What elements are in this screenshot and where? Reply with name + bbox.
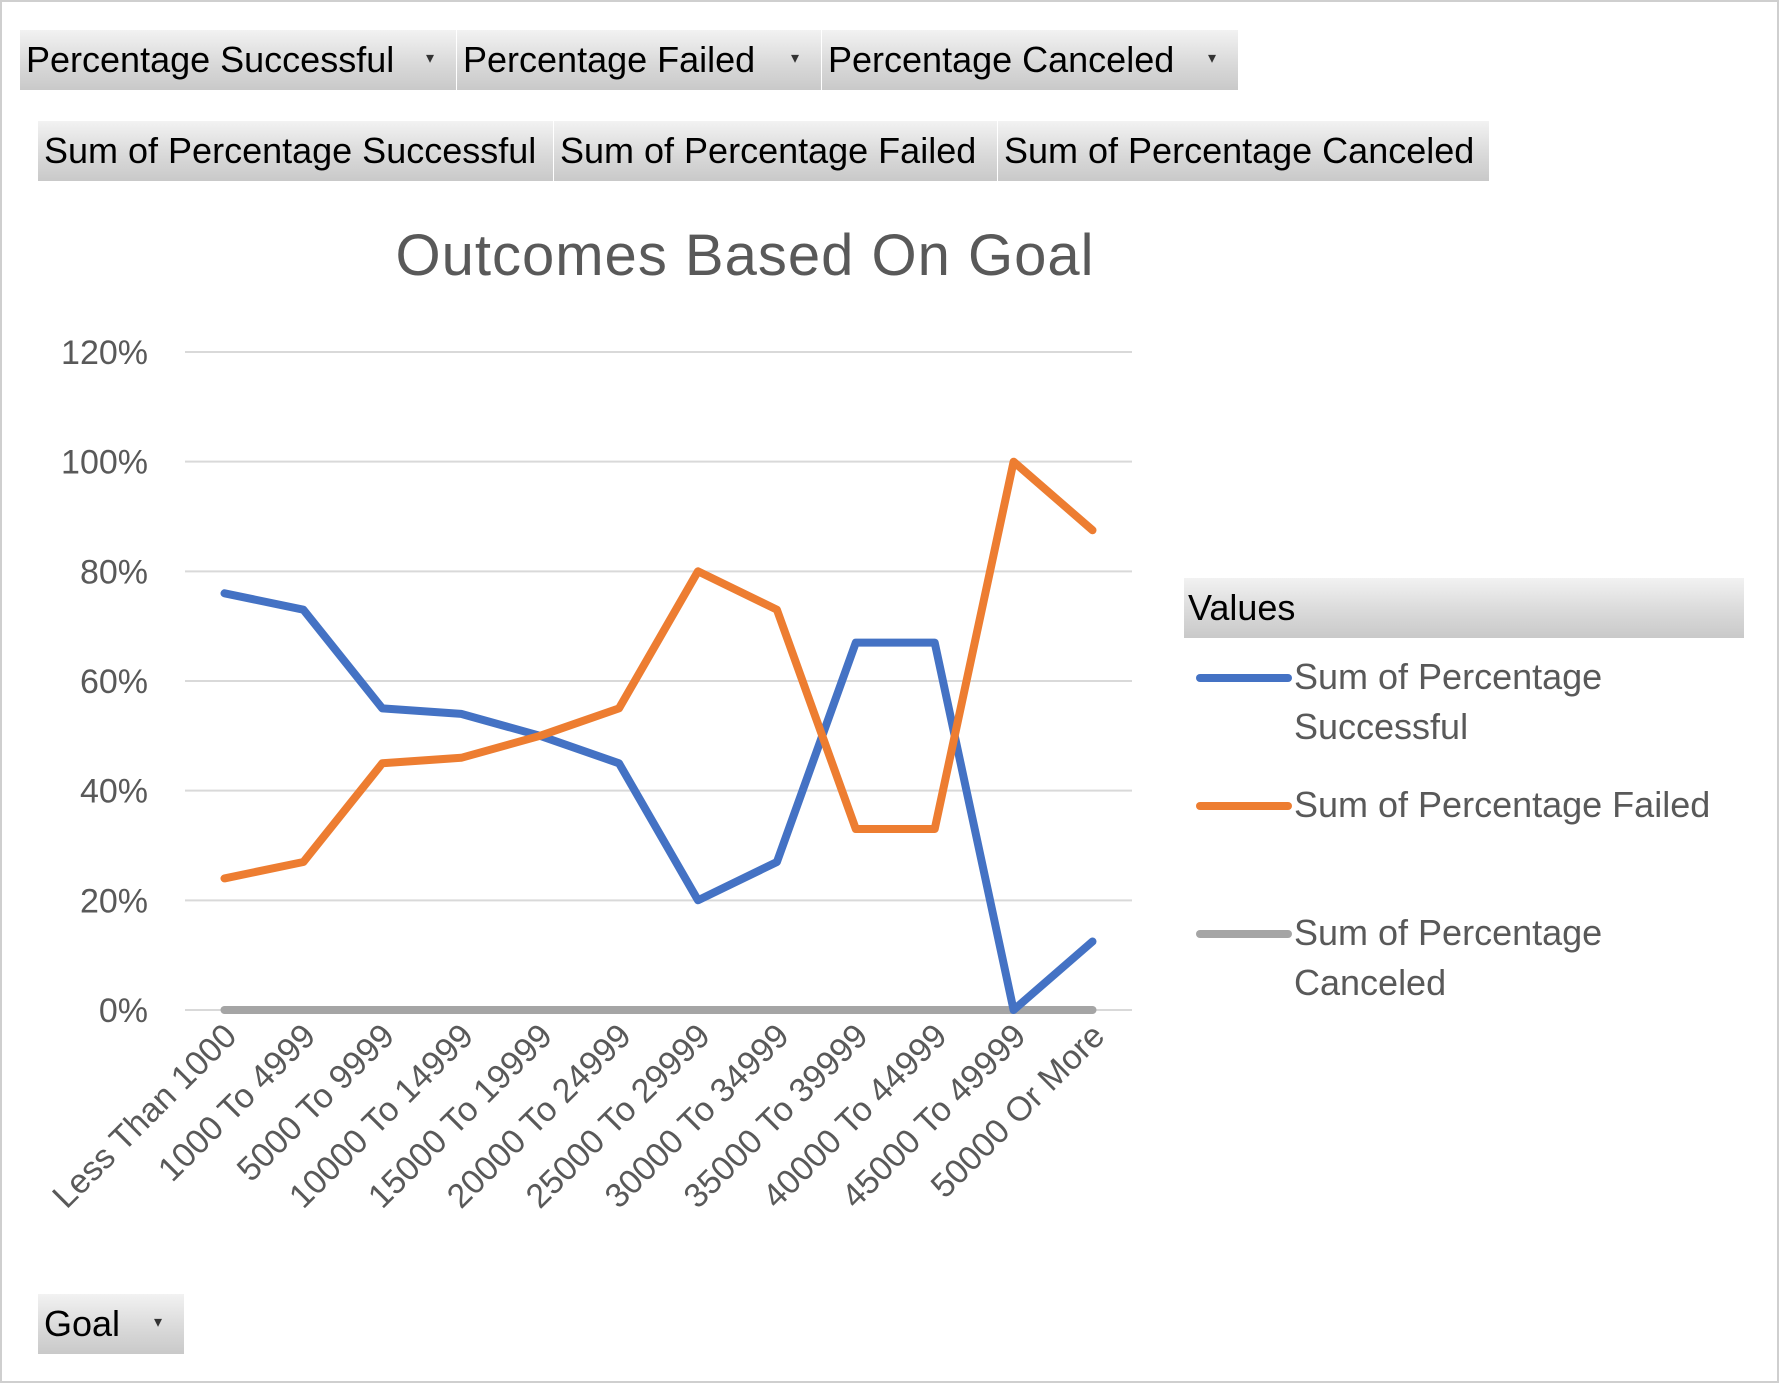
filter-label: Percentage Successful xyxy=(26,39,395,80)
filter-button-percentage-successful[interactable]: Percentage Successful ▾ xyxy=(20,30,457,90)
legend-item-successful[interactable]: Sum of Percentage Successful xyxy=(1196,652,1754,752)
dropdown-arrow-icon[interactable]: ▾ xyxy=(1207,50,1216,67)
y-tick-label: 40% xyxy=(80,773,148,811)
axis-field-label: Goal xyxy=(44,1303,121,1344)
filter-button-percentage-canceled[interactable]: Percentage Canceled ▾ xyxy=(822,30,1239,90)
legend-item-failed[interactable]: Sum of Percentage Failed xyxy=(1196,780,1754,830)
value-field-label: Sum of Percentage Failed xyxy=(560,130,977,171)
dropdown-arrow-icon[interactable]: ▾ xyxy=(425,50,434,67)
filter-label: Percentage Failed xyxy=(463,39,756,80)
y-tick-label: 20% xyxy=(80,882,148,920)
value-field-button-canceled[interactable]: Sum of Percentage Canceled xyxy=(998,121,1490,181)
value-field-button-failed[interactable]: Sum of Percentage Failed xyxy=(554,121,998,181)
legend-label-successful: Sum of Percentage Successful xyxy=(1294,656,1603,747)
filter-button-percentage-failed[interactable]: Percentage Failed ▾ xyxy=(457,30,822,90)
chart-title: Outcomes Based On Goal xyxy=(395,223,1095,288)
filter-label: Percentage Canceled xyxy=(828,39,1175,80)
legend-label-failed: Sum of Percentage Failed xyxy=(1294,784,1711,825)
dropdown-arrow-icon[interactable]: ▾ xyxy=(790,50,799,67)
legend-label-canceled: Sum of Percentage Canceled xyxy=(1294,912,1603,1003)
y-tick-label: 0% xyxy=(99,992,148,1030)
y-tick-label: 60% xyxy=(80,663,148,701)
value-field-label: Sum of Percentage Canceled xyxy=(1004,130,1475,171)
y-tick-label: 80% xyxy=(80,553,148,591)
legend-swatch-canceled xyxy=(1196,930,1292,938)
series-line-1[interactable] xyxy=(220,457,1097,883)
value-field-label: Sum of Percentage Successful xyxy=(44,130,537,171)
dropdown-arrow-icon[interactable]: ▾ xyxy=(153,1314,162,1331)
legend-header-label: Values xyxy=(1188,587,1296,628)
y-tick-label: 120% xyxy=(61,334,148,372)
y-axis-ticks: 0% 20% 40% 60% 80% 100% 120% xyxy=(61,334,148,1030)
legend-header: Values xyxy=(1184,578,1744,638)
axis-field-button-goal[interactable]: Goal ▾ xyxy=(38,1294,185,1354)
y-tick-label: 100% xyxy=(61,444,148,482)
series-lines xyxy=(220,457,1097,1014)
legend-swatch-failed xyxy=(1196,802,1292,810)
value-field-button-successful[interactable]: Sum of Percentage Successful xyxy=(38,121,554,181)
legend-swatch-successful xyxy=(1196,674,1292,682)
legend-item-canceled[interactable]: Sum of Percentage Canceled xyxy=(1196,908,1754,1008)
series-line-0[interactable] xyxy=(220,589,1097,1014)
